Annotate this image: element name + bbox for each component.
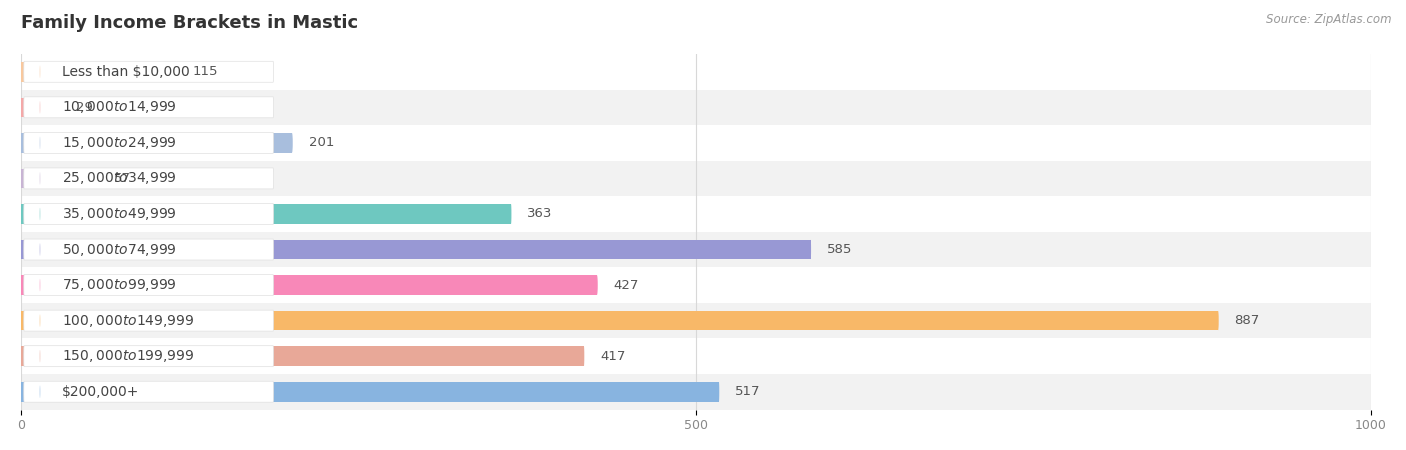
Bar (21, 346, 583, 366)
Text: 585: 585 (827, 243, 852, 256)
Bar (21, 267, 1371, 303)
Bar (21, 382, 718, 401)
Text: 57: 57 (114, 172, 131, 185)
Bar (21, 98, 60, 117)
Text: $35,000 to $49,999: $35,000 to $49,999 (62, 206, 176, 222)
Text: Source: ZipAtlas.com: Source: ZipAtlas.com (1267, 14, 1392, 27)
Text: 363: 363 (527, 207, 553, 220)
Bar (21, 311, 1219, 330)
Bar (21, 133, 292, 153)
FancyBboxPatch shape (24, 381, 274, 402)
Text: 201: 201 (308, 136, 335, 149)
Bar (21, 62, 176, 81)
FancyBboxPatch shape (24, 239, 274, 260)
Text: 887: 887 (1234, 314, 1260, 327)
Bar (21, 275, 598, 295)
FancyBboxPatch shape (24, 168, 274, 189)
Bar (21, 240, 811, 259)
Bar (21, 303, 1371, 338)
Bar (21, 232, 1371, 267)
Bar (21, 125, 1371, 161)
Bar (21, 54, 1371, 90)
Bar (21, 161, 1371, 196)
Text: 417: 417 (600, 350, 626, 363)
Text: 115: 115 (193, 65, 218, 78)
FancyBboxPatch shape (24, 274, 274, 296)
Text: 427: 427 (613, 279, 638, 292)
Text: $25,000 to $34,999: $25,000 to $34,999 (62, 171, 176, 186)
FancyBboxPatch shape (24, 203, 274, 225)
Text: $10,000 to $14,999: $10,000 to $14,999 (62, 99, 176, 115)
Text: $150,000 to $199,999: $150,000 to $199,999 (62, 348, 194, 364)
Bar (21, 90, 1371, 125)
FancyBboxPatch shape (24, 132, 274, 153)
Bar (21, 196, 1371, 232)
Bar (21, 374, 1371, 410)
Text: 29: 29 (76, 101, 93, 114)
Text: $100,000 to $149,999: $100,000 to $149,999 (62, 313, 194, 328)
Bar (21, 169, 98, 188)
Text: $75,000 to $99,999: $75,000 to $99,999 (62, 277, 176, 293)
Text: 517: 517 (735, 385, 761, 398)
FancyBboxPatch shape (24, 346, 274, 367)
FancyBboxPatch shape (24, 61, 274, 82)
Bar (21, 204, 510, 224)
FancyBboxPatch shape (24, 97, 274, 118)
Text: $50,000 to $74,999: $50,000 to $74,999 (62, 242, 176, 257)
Bar (21, 338, 1371, 374)
Text: Family Income Brackets in Mastic: Family Income Brackets in Mastic (21, 14, 359, 32)
FancyBboxPatch shape (24, 310, 274, 331)
Text: Less than $10,000: Less than $10,000 (62, 65, 190, 79)
Text: $15,000 to $24,999: $15,000 to $24,999 (62, 135, 176, 151)
Text: $200,000+: $200,000+ (62, 385, 139, 399)
